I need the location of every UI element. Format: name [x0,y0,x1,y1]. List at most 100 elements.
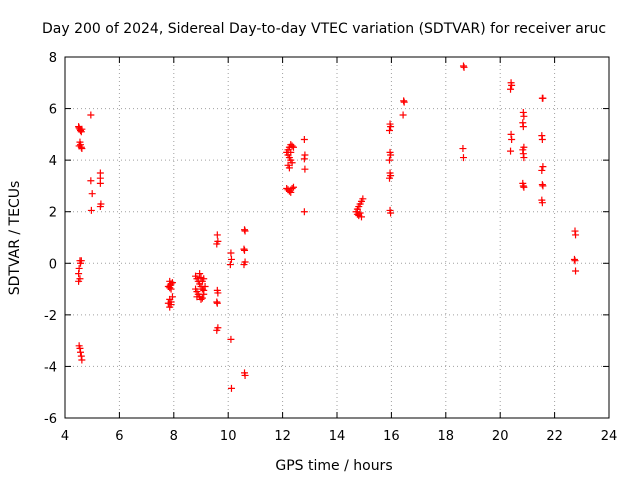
data-point [88,190,96,198]
data-point [241,371,249,379]
y-tick-label: -4 [44,360,57,375]
data-point [508,136,516,144]
data-point [300,208,308,216]
data-point [301,165,309,173]
data-point [197,273,205,281]
data-point [241,246,249,254]
data-point [227,384,235,392]
data-point [288,142,296,150]
x-tick-label: 20 [492,429,509,444]
data-point [507,147,515,155]
data-point [539,94,547,102]
x-tick-label: 8 [170,429,178,444]
data-point [508,81,516,89]
x-axis-label: GPS time / hours [275,458,392,474]
x-tick-label: 16 [383,429,400,444]
data-point [572,231,580,239]
data-point [538,199,546,207]
data-point [75,277,83,285]
data-point [168,293,176,301]
x-tick-label: 10 [220,429,237,444]
x-tick-label: 14 [329,429,346,444]
data-point [459,145,467,153]
data-point [385,174,393,182]
y-tick-label: 0 [49,257,57,272]
data-point [198,277,206,285]
data-point [96,179,104,187]
data-point [357,213,365,221]
data-point [213,326,221,334]
data-point [520,154,528,162]
y-tick-label: -2 [44,309,57,324]
data-point [167,301,175,309]
x-tick-label: 18 [438,429,455,444]
data-point [77,257,85,265]
data-point [387,123,395,131]
data-point [226,261,234,269]
data-point [520,183,528,191]
data-point [507,85,515,93]
y-tick-label: -6 [44,412,57,427]
data-point [385,126,393,134]
data-point [213,299,221,307]
data-point [196,270,204,278]
data-points [75,62,580,392]
data-point [538,136,546,144]
data-point [519,123,527,131]
data-point [167,285,175,293]
data-point [227,255,235,263]
data-point [289,143,297,151]
data-point [287,148,295,156]
data-point [75,142,83,150]
data-point [539,163,547,171]
data-point [287,188,295,196]
data-point [387,151,395,159]
y-tick-label: 6 [49,103,57,118]
data-point [359,195,367,203]
data-point [460,63,468,71]
y-tick-label: 8 [49,51,57,66]
data-point [193,293,201,301]
data-point [227,249,235,257]
data-point [227,335,235,343]
data-point [87,111,95,119]
data-point [400,98,408,106]
data-point [213,240,221,248]
data-point [200,286,208,294]
data-point [387,209,395,217]
data-point [87,206,95,214]
x-tick-label: 4 [61,429,69,444]
data-point [198,294,206,302]
data-point [241,227,249,235]
data-point [197,295,205,303]
data-point [399,111,407,119]
y-axis-label: SDTVAR / TECUs [7,181,23,296]
chart-title: Day 200 of 2024, Sidereal Day-to-day VTE… [42,21,606,37]
data-point [300,155,308,163]
data-point [87,177,95,185]
data-point [240,261,248,269]
data-point [192,285,200,293]
data-point [77,126,85,134]
data-point [300,136,308,144]
data-point [166,281,174,289]
data-point [538,166,546,174]
data-point [78,125,86,133]
y-tick-label: 2 [49,206,57,221]
x-tick-label: 24 [601,429,618,444]
data-point [356,209,364,217]
data-point [459,154,467,162]
grid-lines [65,57,609,418]
x-tick-label: 6 [115,429,123,444]
data-point [214,289,222,297]
y-tick-label: 4 [49,154,57,169]
data-point [571,257,579,265]
data-point [520,112,528,120]
data-point [285,164,293,172]
data-point [288,159,296,167]
data-point [572,267,580,275]
data-point [77,348,85,356]
data-point [385,156,393,164]
data-point [96,203,104,211]
